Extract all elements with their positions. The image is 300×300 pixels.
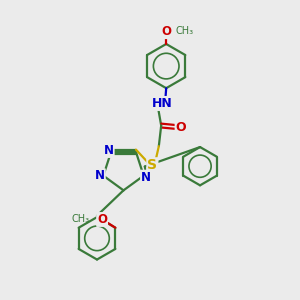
Text: S: S xyxy=(147,158,158,172)
Text: O: O xyxy=(161,25,171,38)
Text: N: N xyxy=(104,144,114,157)
Text: HN: HN xyxy=(152,97,172,110)
Text: CH₃: CH₃ xyxy=(72,214,90,224)
Text: CH₃: CH₃ xyxy=(176,26,194,36)
Text: N: N xyxy=(95,169,105,182)
Text: O: O xyxy=(97,213,107,226)
Text: N: N xyxy=(141,171,151,184)
Text: O: O xyxy=(176,121,186,134)
